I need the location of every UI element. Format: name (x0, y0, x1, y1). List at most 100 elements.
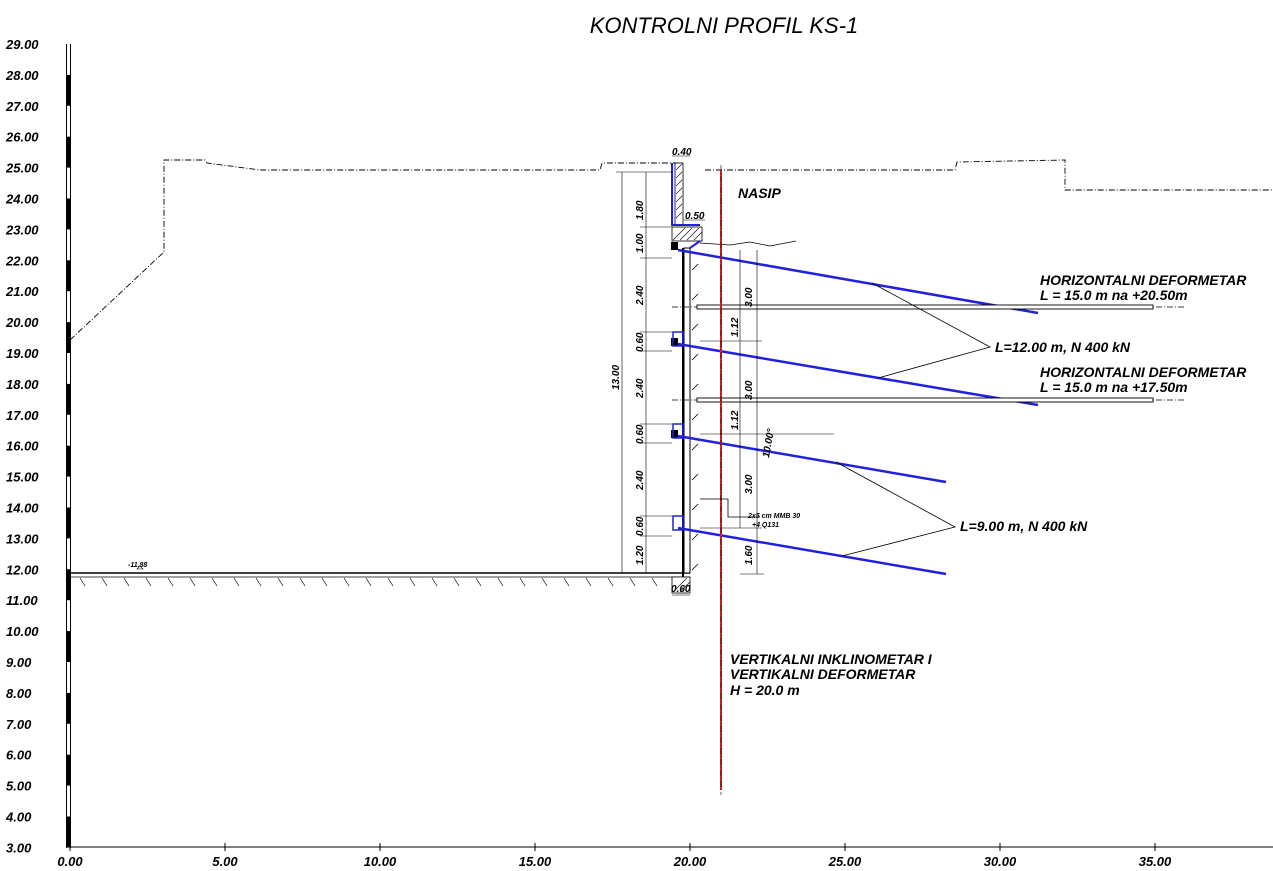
y-tick-label: 3.00 (6, 840, 32, 855)
excavation-floor (70, 572, 690, 587)
label-shotcrete-2: +4 Q131 (752, 522, 779, 529)
y-tick-label: 23.00 (5, 222, 39, 237)
label-hd1-line2: L = 15.0 m na +20.50m (1040, 287, 1188, 303)
dim-total-height: 13.00 (611, 365, 622, 390)
dim-right-chain-4: 3.00 (744, 474, 755, 494)
horizontal-deformeters (672, 304, 1185, 403)
y-tick-label: 8.00 (6, 686, 32, 701)
dim-left-chain-6: 2.40 (635, 470, 646, 491)
terrain-profile (69, 159, 1273, 341)
y-axis-segment (67, 662, 70, 693)
dim-cap-width: 0.50 (685, 211, 705, 222)
ground-hatch (233, 577, 240, 587)
y-tick-label: 20.00 (5, 315, 39, 330)
y-tick-label: 12.00 (6, 562, 39, 577)
ground-hatch (629, 577, 636, 587)
y-tick-label: 17.00 (6, 408, 39, 423)
anchors (677, 248, 1039, 576)
ground-hatch (563, 577, 570, 587)
label-vi-line2: VERTIKALNI DEFORMETAR (730, 666, 916, 682)
drawing-title: KONTROLNI PROFIL KS-1 (590, 13, 859, 38)
x-tick-label: 10.00 (364, 854, 397, 869)
ground-hatch (123, 577, 130, 587)
label-anchor-short: L=9.00 m, N 400 kN (960, 518, 1088, 534)
dim-right-chain-2: 3.00 (744, 380, 755, 400)
ground-hatch (409, 577, 416, 587)
dim-right-chain-3: 1.12 (730, 410, 741, 430)
ground-hatch (167, 577, 174, 587)
leader-lines (700, 282, 992, 557)
label-shotcrete-1: 2x5 cm MMB 30 (747, 513, 800, 520)
dimension-lines (616, 155, 834, 596)
ground-hatch (101, 577, 108, 587)
y-tick-label: 28.00 (5, 68, 39, 83)
dim-angle: 10.00° (761, 427, 777, 458)
ground-hatch (651, 577, 658, 587)
y-tick-label: 21.00 (5, 284, 39, 299)
y-axis-segment (67, 723, 70, 755)
x-tick-label: 30.00 (984, 854, 1017, 869)
y-axis-segment (67, 105, 70, 137)
y-tick-label: 16.00 (6, 439, 39, 454)
x-axis: 0.00 5.00 10.00 15.00 20.00 25.00 30.00 35.00 (57, 843, 1273, 869)
y-tick-label: 26.00 (5, 130, 39, 145)
ground-hatch (453, 577, 460, 587)
x-tick-label: 20.00 (673, 854, 707, 869)
x-tick-label: 15.00 (519, 854, 552, 869)
y-tick-label: 9.00 (6, 655, 32, 670)
ground-hatch (299, 577, 306, 587)
level-mark: -11.88 (128, 562, 147, 569)
ground-hatch (145, 577, 152, 587)
ground-hatch (387, 577, 394, 587)
dim-left-chain-0: 1.80 (635, 200, 646, 220)
label-vi-line3: H = 20.0 m (730, 682, 800, 698)
ground-hatch (519, 577, 526, 587)
x-tick-label: 25.00 (828, 854, 862, 869)
dim-base-width: 0.60 (671, 584, 691, 595)
anchor-3 (677, 434, 947, 484)
anchor-4 (677, 526, 947, 576)
y-axis-segment (67, 291, 70, 323)
ground-hatch (79, 577, 86, 587)
ground-hatch (585, 577, 592, 587)
x-tick-label: 0.00 (57, 854, 83, 869)
y-tick-label: 14.00 (6, 501, 39, 516)
dim-left-chain-4: 2.40 (635, 378, 646, 399)
y-tick-label: 4.00 (5, 810, 32, 825)
dim-left-chain-1: 1.00 (635, 233, 646, 253)
y-axis: 29.00 28.00 27.00 26.00 25.00 24.00 23.00 22.00… (5, 37, 71, 855)
y-axis-segment (67, 353, 70, 384)
label-hd2-line1: HORIZONTALNI DEFORMETAR (1040, 364, 1247, 380)
y-axis-segment (67, 600, 70, 632)
dim-left-chain-7: 0.60 (635, 516, 646, 536)
dim-right-chain-1: 1.12 (730, 317, 741, 337)
y-tick-label: 27.00 (5, 99, 39, 114)
y-tick-label: 7.00 (6, 717, 32, 732)
y-tick-label: 5.00 (6, 779, 32, 794)
y-axis-segment (67, 44, 70, 75)
y-tick-label: 24.00 (5, 192, 39, 207)
y-tick-label: 25.00 (5, 161, 39, 176)
ground-hatch (343, 577, 350, 587)
y-tick-label: 29.00 (5, 37, 39, 52)
y-tick-label: 22.00 (5, 253, 39, 268)
anchor-1 (677, 248, 1039, 315)
y-tick-label: 19.00 (6, 346, 39, 361)
ground-hatch (475, 577, 482, 587)
dim-left-chain-2: 2.40 (635, 285, 646, 306)
ground-hatch (541, 577, 548, 587)
anchor-2 (677, 342, 1039, 407)
label-nasip: NASIP (738, 185, 781, 201)
y-axis-segment (67, 538, 70, 570)
ground-hatch (211, 577, 218, 587)
label-vi-line1: VERTIKALNI INKLINOMETAR I (730, 651, 933, 667)
ground-hatch (365, 577, 372, 587)
y-tick-label: 15.00 (6, 470, 39, 485)
y-tick-label: 13.00 (6, 531, 39, 546)
ground-hatch (189, 577, 196, 587)
x-tick-label: 5.00 (212, 854, 238, 869)
ground-hatch (321, 577, 328, 587)
dim-left-chain-3: 0.60 (635, 332, 646, 352)
dim-left-chain-8: 1.20 (635, 545, 646, 565)
